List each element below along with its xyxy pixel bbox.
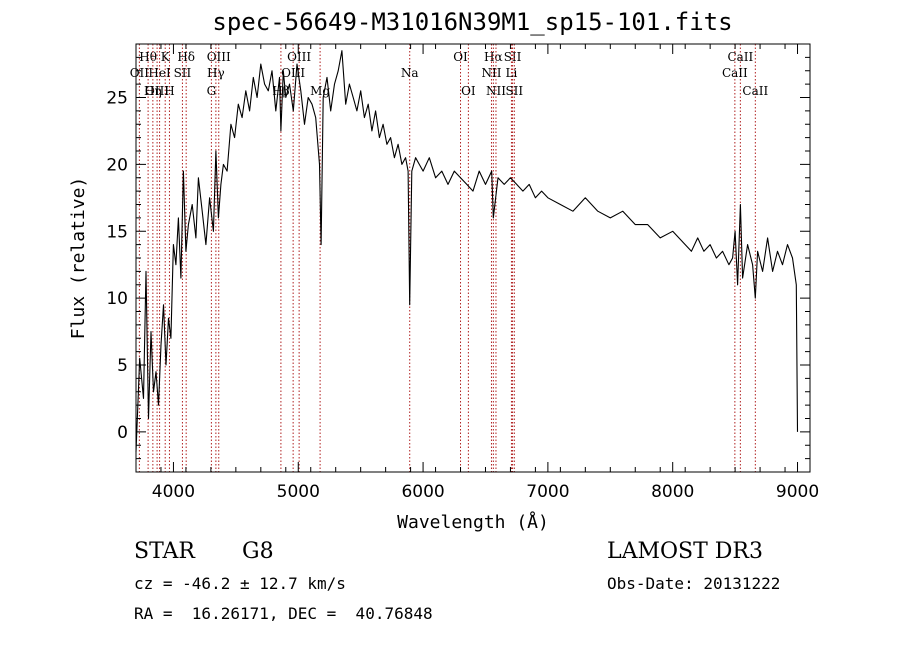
plot-frame xyxy=(135,43,811,473)
obs-date-text: Obs-Date: 20131222 xyxy=(607,574,781,593)
marker-label-21: NII xyxy=(481,66,501,80)
marker-label-16: Na xyxy=(401,66,419,80)
axis-labels: Wavelength (Å) Flux (relative) xyxy=(68,177,549,533)
survey-label: LAMOST DR3 xyxy=(607,539,763,564)
marker-label-26: CaII xyxy=(722,66,748,80)
marker-label-3: K xyxy=(161,50,171,64)
marker-label-23: NII xyxy=(486,84,506,98)
y-tick-label-3: 15 xyxy=(106,222,128,242)
redshift-text: cz = -46.2 ± 12.7 km/s xyxy=(134,574,346,593)
marker-label-4: HeI xyxy=(148,66,171,80)
y-tick-label-2: 10 xyxy=(106,289,128,309)
marker-label-6: Hδ xyxy=(177,50,195,64)
spectrum-line-0 xyxy=(135,50,799,452)
object-subclass: G8 xyxy=(242,539,274,564)
marker-label-15: Mg xyxy=(310,84,330,98)
marker-label-19: Hα xyxy=(484,50,503,64)
x-tick-label-0: 4000 xyxy=(152,482,195,502)
x-tick-label-1: 5000 xyxy=(277,482,320,502)
marker-label-5: Hη xyxy=(144,84,162,98)
marker-label-2: OIII xyxy=(145,84,169,98)
marker-label-7: SII xyxy=(174,66,192,80)
coordinates-text: RA = 16.26171, DEC = 40.76848 xyxy=(134,604,433,623)
marker-label-13: OIII xyxy=(281,66,305,80)
marker-label-9: OIII xyxy=(207,50,231,64)
marker-label-12: OIII xyxy=(287,50,311,64)
marker-label-10: Hγ xyxy=(207,66,225,80)
marker-label-18: OI xyxy=(461,84,476,98)
y-axis-label: Flux (relative) xyxy=(68,177,89,340)
x-axis-label: Wavelength (Å) xyxy=(397,511,549,533)
marker-label-22: Li xyxy=(506,66,518,80)
x-tick-label-4: 8000 xyxy=(651,482,694,502)
marker-label-20: SII xyxy=(504,50,522,64)
x-tick-label-3: 7000 xyxy=(526,482,569,502)
x-tick-label-2: 6000 xyxy=(401,482,444,502)
y-tick-label-1: 5 xyxy=(117,356,128,376)
marker-label-8: H xyxy=(164,84,174,98)
object-class: STAR xyxy=(134,539,195,564)
chart-title: spec-56649-M31016N39M1_sp15-101.fits xyxy=(212,8,733,36)
y-tick-label-4: 20 xyxy=(106,155,128,175)
marker-label-11: G xyxy=(207,84,217,98)
marker-label-17: OI xyxy=(453,50,468,64)
marker-label-25: CaII xyxy=(727,50,753,64)
y-tick-label-0: 0 xyxy=(117,423,128,443)
y-tick-label-5: 25 xyxy=(106,89,128,109)
marker-label-27: CaII xyxy=(742,84,768,98)
x-tick-label-5: 9000 xyxy=(776,482,819,502)
marker-label-24: SII xyxy=(505,84,523,98)
marker-label-0: Hθ xyxy=(139,50,157,64)
axes: 4000 5000 6000 7000 8000 9000 0 5 10 15 20 25 xyxy=(106,43,819,502)
marker-label-1: OII xyxy=(130,66,150,80)
spectrum-series xyxy=(135,50,799,452)
